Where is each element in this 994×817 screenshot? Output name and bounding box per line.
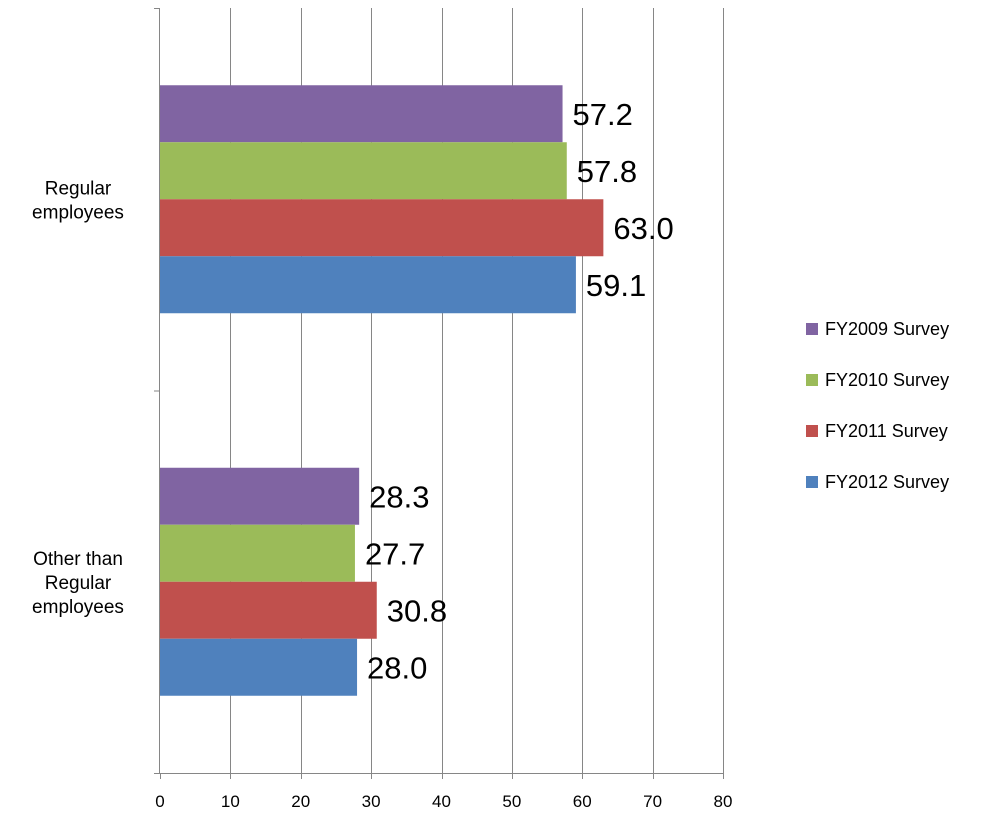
bar-regular-fy2009 [160,85,563,143]
category-label-line: Regular [45,178,112,199]
category-label-line: Other than [33,549,123,570]
category-label-regular: Regular employees [32,178,124,223]
category-label-line: employees [32,597,124,618]
data-label-regular-fy2012: 59.1 [586,268,646,303]
legend: FY2009 Survey FY2010 Survey FY2011 Survey F… [806,319,949,492]
legend-swatch-fy2012 [806,476,818,488]
x-tick-label-70: 70 [643,792,662,811]
bar-other-fy2010 [160,524,355,582]
x-tick-label-0: 0 [155,792,164,811]
bar-other-fy2011 [160,581,377,639]
x-tick-label-40: 40 [432,792,451,811]
bars [160,85,604,696]
legend-swatch-fy2010 [806,374,818,386]
legend-label-fy2009: FY2009 Survey [825,319,949,339]
category-label-line: Regular [45,573,112,594]
data-labels: 57.2 57.8 63.0 59.1 28.3 27.7 30.8 28.0 [365,97,674,686]
x-tick-label-50: 50 [502,792,521,811]
x-tick-label-60: 60 [573,792,592,811]
x-tick-label-10: 10 [221,792,240,811]
bar-regular-fy2010 [160,142,567,200]
data-label-regular-fy2009: 57.2 [573,97,633,132]
x-tick-labels: 0 10 20 30 40 50 60 70 80 [155,792,732,811]
axes [154,8,724,779]
data-label-other-fy2012: 28.0 [367,650,427,685]
bar-other-fy2012 [160,638,358,696]
legend-label-fy2010: FY2010 Survey [825,370,949,390]
legend-swatch-fy2009 [806,323,818,335]
data-label-other-fy2011: 30.8 [387,593,447,628]
data-label-other-fy2009: 28.3 [369,479,429,514]
data-label-regular-fy2011: 63.0 [613,211,673,246]
data-label-other-fy2010: 27.7 [365,536,425,571]
x-tick-label-30: 30 [362,792,381,811]
data-label-regular-fy2010: 57.8 [577,154,637,189]
bar-regular-fy2011 [160,199,604,257]
category-labels: Regular employees Other than Regular employe… [32,178,124,618]
bar-regular-fy2012 [160,256,576,314]
x-tick-label-80: 80 [714,792,733,811]
category-label-other: Other than Regular employees [32,549,124,618]
legend-swatch-fy2011 [806,425,818,437]
bar-other-fy2009 [160,467,360,525]
x-tick-label-20: 20 [291,792,310,811]
legend-label-fy2012: FY2012 Survey [825,472,949,492]
category-label-line: employees [32,202,124,223]
legend-label-fy2011: FY2011 Survey [825,421,948,441]
